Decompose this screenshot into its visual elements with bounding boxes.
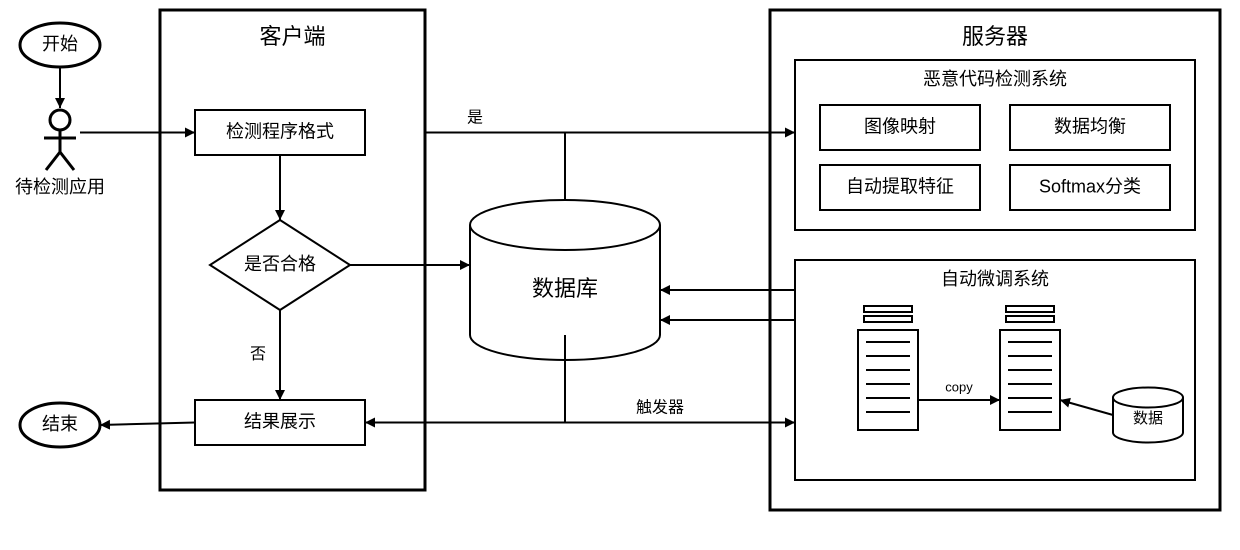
qualified-label: 是否合格 xyxy=(244,254,316,274)
data-to-server-arrow xyxy=(1060,400,1113,415)
start-terminal-label: 开始 xyxy=(42,34,78,54)
server-stack-1 xyxy=(858,306,918,430)
client-container-title: 客户端 xyxy=(259,24,325,49)
trigger-label: 触发器 xyxy=(636,399,684,417)
finetune-system-box-title: 自动微调系统 xyxy=(941,269,1049,289)
end-terminal-label: 结束 xyxy=(42,414,78,434)
data-cylinder-top xyxy=(1113,388,1183,408)
database-top xyxy=(470,200,660,250)
server-stack-2 xyxy=(1000,306,1060,430)
data-cylinder-label: 数据 xyxy=(1133,410,1163,427)
finetune-system-box xyxy=(795,260,1195,480)
flowchart-diagram: 客户端 服务器 开始结束 待检测应用 检测程序格式结果展示 是否合格数据库 恶意代码检测系统… xyxy=(0,0,1240,550)
server-container-title: 服务器 xyxy=(962,24,1028,49)
database-label: 数据库 xyxy=(532,276,598,301)
actor-icon xyxy=(44,110,76,170)
malware-data_bal-label: 数据均衡 xyxy=(1054,116,1126,136)
malware-softmax-label: Softmax分类 xyxy=(1039,176,1141,196)
actor-label: 待检测应用 xyxy=(15,177,105,197)
yes-label: 是 xyxy=(467,110,483,127)
detect-format-node-label: 检测程序格式 xyxy=(226,121,334,141)
malware-auto_feat-label: 自动提取特征 xyxy=(846,176,954,196)
malware-system-box-title: 恶意代码检测系统 xyxy=(923,69,1067,89)
result-to-end xyxy=(100,423,195,426)
copy-label: copy xyxy=(945,379,973,394)
show-result-node-label: 结果展示 xyxy=(244,411,316,431)
malware-img_map-label: 图像映射 xyxy=(864,116,936,136)
no-label: 否 xyxy=(250,346,266,363)
